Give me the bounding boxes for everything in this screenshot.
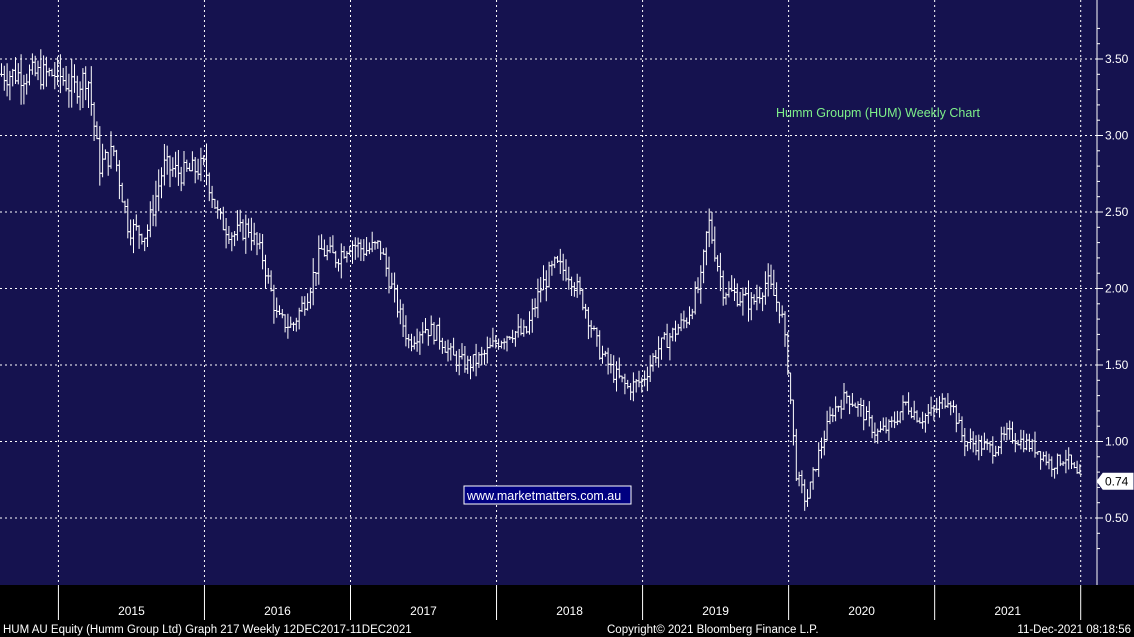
year-label: 2021 xyxy=(994,604,1021,618)
y-tick-label: 3.00 xyxy=(1105,129,1129,143)
last-value-flag-shape xyxy=(1096,472,1134,490)
x-axis-panel xyxy=(0,585,1134,620)
y-tick-label: 3.50 xyxy=(1105,52,1129,66)
year-label: 2016 xyxy=(264,604,291,618)
year-label: 2020 xyxy=(848,604,875,618)
y-tick-label: 1.50 xyxy=(1105,358,1129,372)
watermark-text: www.marketmatters.com.au xyxy=(466,489,621,503)
year-label: 2019 xyxy=(702,604,729,618)
year-label: 2017 xyxy=(410,604,437,618)
y-tick-labels: 3.50 3.00 2.50 2.00 1.50 1.00 0.50 xyxy=(1097,27,1129,550)
footer-left: HUM AU Equity (Humm Group Ltd) Graph 217… xyxy=(3,624,412,636)
y-tick-label: 0.50 xyxy=(1105,511,1129,525)
footer-right: 11-Dec-2021 08:18:56 xyxy=(1017,624,1131,636)
watermark-box xyxy=(463,485,632,505)
year-label: 2015 xyxy=(118,604,145,618)
last-value-flag: 0.74 xyxy=(1096,472,1134,490)
y-tick-label: 2.50 xyxy=(1105,205,1129,219)
y-tick-label: 2.00 xyxy=(1105,282,1129,296)
x-year-labels: 2015 2016 2017 2018 2019 2020 2021 xyxy=(57,585,1082,620)
year-label: 2018 xyxy=(556,604,583,618)
price-bars xyxy=(0,49,1082,511)
chart-title: Humm Groupm (HUM) Weekly Chart xyxy=(776,106,980,120)
footer-bar xyxy=(0,620,1134,637)
y-tick-label: 1.00 xyxy=(1105,435,1129,449)
price-bar xyxy=(1077,464,1082,475)
last-value-label: 0.74 xyxy=(1105,474,1129,488)
footer-center: Copyright© 2021 Bloomberg Finance L.P. xyxy=(607,624,819,636)
